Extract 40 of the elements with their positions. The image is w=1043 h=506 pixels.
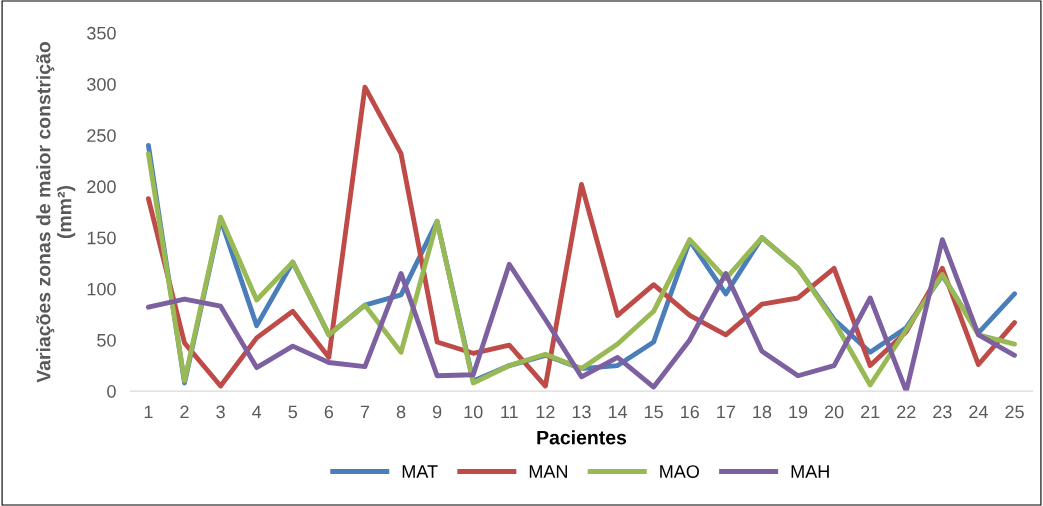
x-tick-label: 23 (933, 405, 952, 419)
x-tick-label: 3 (216, 405, 225, 419)
x-tick-label: 6 (324, 405, 334, 419)
x-tick-label: 15 (644, 405, 663, 419)
y-tick-label: 50 (97, 333, 116, 347)
x-tick-label: 14 (608, 405, 628, 419)
y-tick-label: 200 (87, 180, 116, 194)
y-tick-label: 0 (107, 385, 116, 398)
x-tick-label: 17 (717, 405, 735, 419)
x-tick-label: 5 (288, 405, 298, 419)
y-tick-label: 300 (87, 78, 116, 91)
legend-label: MAO (660, 465, 700, 478)
x-tick-label: 13 (572, 405, 591, 419)
x-tick-label: 19 (789, 405, 808, 419)
x-tick-label: 1 (144, 405, 153, 419)
y-tick-label: 150 (87, 231, 116, 245)
x-tick-label: 24 (969, 405, 988, 419)
x-tick-label: 16 (681, 405, 699, 419)
x-tick-label: 11 (501, 405, 518, 419)
line-series (145, 237, 1017, 392)
x-tick-label: 25 (1005, 405, 1024, 419)
x-tick-label: 18 (753, 405, 772, 419)
x-tick-label: 8 (396, 405, 406, 419)
legend-label: MAH (791, 465, 829, 478)
x-tick-label: 20 (824, 405, 844, 419)
legend-label: MAN (529, 465, 567, 478)
x-tick-label: 9 (432, 405, 442, 419)
y-tick-label: 250 (87, 129, 116, 142)
x-tick-label: 10 (464, 405, 483, 419)
x-tick-label: 2 (180, 405, 189, 419)
y-tick-label: 100 (87, 282, 116, 296)
y-axis-title: Variações zonas de maior constrição (mm²) (36, 42, 76, 383)
x-tick-label: 22 (897, 405, 916, 419)
x-tick-label: 12 (536, 405, 555, 419)
x-tick-label: 21 (861, 405, 880, 419)
x-tick-label: 7 (360, 405, 370, 419)
y-tick-label: 350 (87, 26, 116, 40)
legend-label: MAT (402, 465, 438, 478)
x-axis-title: Pacientes (537, 430, 627, 445)
x-tick-label: 4 (252, 405, 262, 419)
